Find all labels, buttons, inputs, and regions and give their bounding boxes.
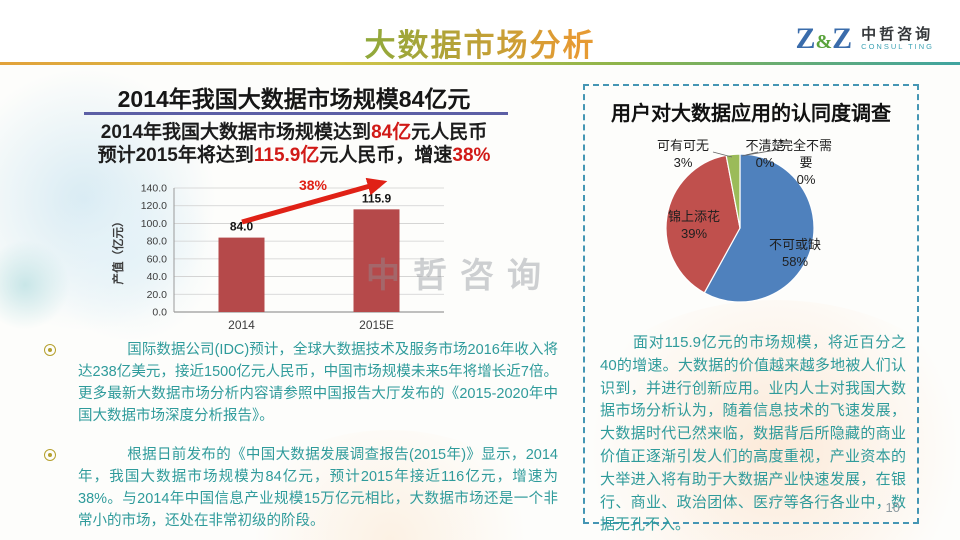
pie-label-indispensable: 不可或缺 58% (768, 237, 821, 269)
svg-text:120.0: 120.0 (141, 200, 167, 212)
header-band (0, 0, 960, 63)
svg-text:140.0: 140.0 (141, 183, 167, 195)
bullet-text: 国际数据公司(IDC)预计，全球大数据技术及服务市场2016年收入将达238亿美… (78, 342, 558, 425)
bar-chart-title-underline (84, 112, 508, 115)
svg-text:2015E: 2015E (359, 318, 394, 332)
svg-text:84.0: 84.0 (230, 220, 254, 234)
pie-label-nice-to-have: 锦上添花 39% (667, 209, 720, 241)
logo-tagline: CONSUL TING (861, 42, 934, 52)
logo-company-name: 中哲咨询 (861, 26, 934, 44)
bar-chart-subtitle: 2014年我国大数据市场规模达到84亿元人民币 预计2015年将达到115.9亿… (97, 122, 491, 167)
svg-text:60.0: 60.0 (147, 253, 168, 265)
pie-chart (665, 149, 815, 303)
pie-label-not-needed: 完全不需要 0% (779, 138, 832, 187)
page-number: 10 (885, 500, 900, 515)
company-logo: Z&Z 中哲咨询 CONSUL TING (795, 24, 934, 54)
svg-text:38%: 38% (299, 177, 328, 193)
background-decoration-teal (0, 240, 70, 330)
header-divider (0, 62, 960, 65)
page-title: 大数据市场分析 (0, 20, 960, 65)
watermark: 中哲咨询 (366, 257, 554, 295)
bullet-list: 国际数据公司(IDC)预计，全球大数据技术及服务市场2016年收入将达238亿美… (44, 339, 558, 540)
svg-text:40.0: 40.0 (147, 271, 168, 283)
svg-text:产值（亿元）: 产值（亿元） (111, 216, 125, 285)
pie-label-dispensable: 可有可无 3% (656, 138, 709, 170)
bullet-item: 根据日前发布的《中国大数据发展调查报告(2015年)》显示，2014年，我国大数… (44, 444, 558, 532)
svg-text:115.9: 115.9 (362, 191, 392, 205)
pie-label-unclear: 不清楚 0% (745, 138, 785, 170)
bullet-icon (44, 449, 56, 462)
bullet-item: 国际数据公司(IDC)预计，全球大数据技术及服务市场2016年收入将达238亿美… (44, 339, 558, 427)
svg-text:2014: 2014 (228, 318, 255, 332)
bullet-icon (44, 344, 56, 356)
logo-text: 中哲咨询 CONSUL TING (861, 26, 934, 52)
svg-text:100.0: 100.0 (141, 218, 167, 230)
svg-text:20.0: 20.0 (147, 289, 168, 301)
logo-monogram: Z&Z (795, 22, 853, 55)
bullet-text: 根据日前发布的《中国大数据发展调查报告(2015年)》显示，2014年，我国大数… (78, 447, 558, 530)
pie-chart-title: 用户对大数据应用的认同度调查 (611, 103, 891, 125)
svg-text:80.0: 80.0 (147, 236, 168, 248)
bar-chart-title: 2014年我国大数据市场规模84亿元 (117, 86, 471, 112)
svg-text:0.0: 0.0 (152, 307, 167, 319)
